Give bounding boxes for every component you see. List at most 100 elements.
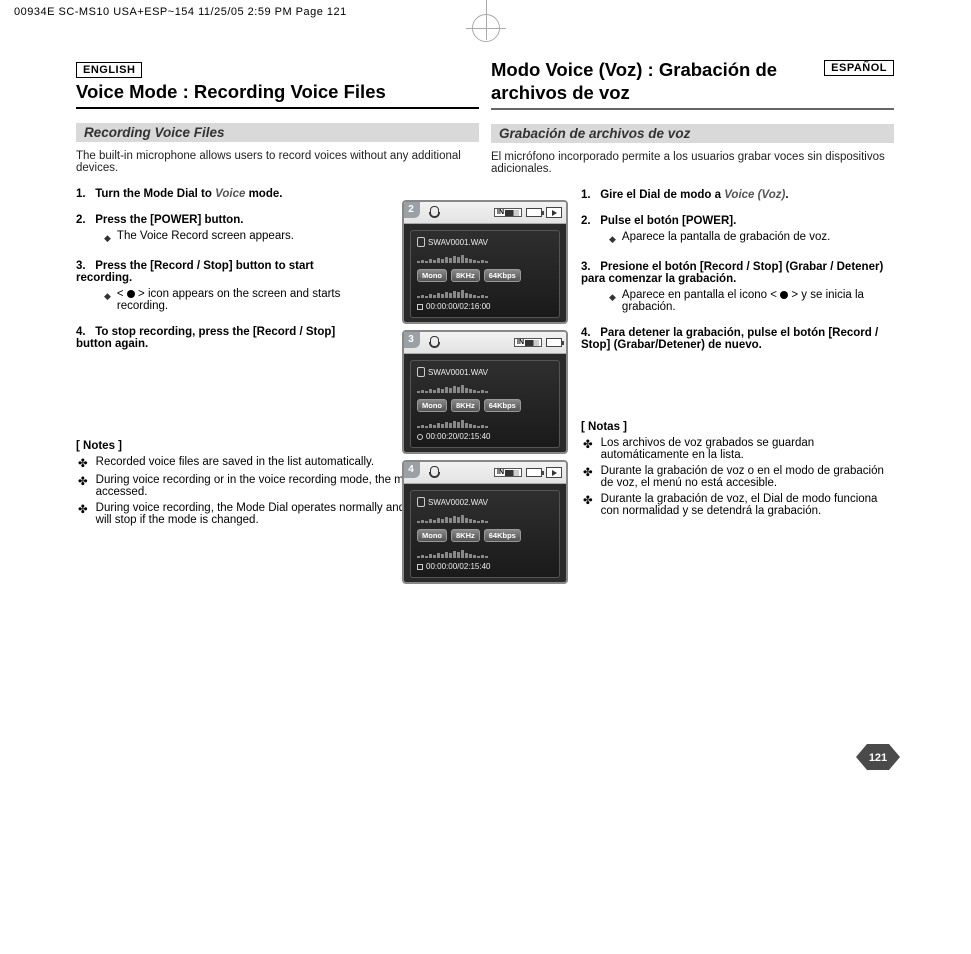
stop-icon — [417, 304, 423, 310]
notes-spanish: ✤ Los archivos de voz grabados se guardan… — [581, 437, 894, 517]
mic-icon — [428, 336, 440, 350]
record-dot-icon — [780, 291, 788, 299]
storage-indicator: IN — [494, 208, 522, 217]
level-bars — [417, 383, 553, 393]
step-num: 1. — [76, 188, 92, 200]
storage-indicator: IN — [494, 468, 522, 477]
step-num: 2. — [76, 214, 92, 226]
time-row: 00:00:20/02:15:40 — [417, 432, 553, 441]
stop-icon — [417, 564, 423, 570]
mic-icon — [428, 466, 440, 480]
play-icon — [546, 207, 562, 218]
step-title: Gire el Dial de modo a Voice (Voz). — [600, 189, 788, 201]
battery-icon — [526, 468, 542, 477]
lang-tag-english: ENGLISH — [76, 62, 142, 78]
battery-icon — [546, 338, 562, 347]
note-text: Los archivos de voz grabados se guardan … — [601, 437, 894, 461]
note-bullet-icon: ✤ — [78, 474, 88, 498]
step-sub-post: > icon appears on the screen and starts … — [117, 288, 340, 312]
level-bars — [417, 548, 553, 558]
level-bars — [417, 513, 553, 523]
device-card: 2 IN SWAV0001.WAV Mono 8KHz 64Kbps 00:00 — [402, 200, 568, 324]
format-pills: Mono 8KHz 64Kbps — [417, 269, 553, 282]
device-body: SWAV0001.WAV Mono 8KHz 64Kbps 00:00:00/0… — [404, 224, 566, 322]
step-text: Gire el Dial de modo a — [600, 189, 724, 201]
title-english: Voice Mode : Recording Voice Files — [76, 80, 479, 103]
note-bullet-icon: ✤ — [78, 456, 88, 470]
step-text: Turn the Mode Dial to — [95, 188, 215, 200]
device-body: SWAV0002.WAV Mono 8KHz 64Kbps 00:00:00/0… — [404, 484, 566, 582]
time-row: 00:00:00/02:15:40 — [417, 562, 553, 571]
level-bars — [417, 418, 553, 428]
record-dot-icon — [127, 290, 135, 298]
pill-kbps: 64Kbps — [484, 399, 521, 412]
page-number-badge: 121 — [856, 744, 900, 770]
filename: SWAV0001.WAV — [417, 237, 553, 247]
file-icon — [417, 237, 425, 247]
diamond-icon: ◆ — [609, 231, 616, 247]
step-title: Para detener la grabación, pulse el botó… — [581, 327, 878, 351]
step-badge: 3 — [402, 330, 420, 348]
pill-mono: Mono — [417, 529, 447, 542]
time-row: 00:00:00/02:16:00 — [417, 302, 553, 311]
device-card: 4 IN SWAV0002.WAV Mono 8KHz 64Kbps 00:00 — [402, 460, 568, 584]
mode-word: Voice — [215, 188, 245, 200]
page-content: ENGLISH Voice Mode : Recording Voice Fil… — [70, 60, 900, 750]
device-screenshots: 2 IN SWAV0001.WAV Mono 8KHz 64Kbps 00:00 — [402, 200, 568, 590]
intro-spanish: El micrófono incorporado permite a los u… — [491, 151, 894, 175]
filename: SWAV0001.WAV — [417, 367, 553, 377]
page-number: 121 — [869, 752, 887, 764]
notes-heading-spanish: [ Notas ] — [581, 421, 894, 433]
step-num: 3. — [581, 261, 597, 273]
step-num: 4. — [581, 327, 597, 339]
step-title: Press the [Record / Stop] button to star… — [76, 260, 314, 284]
device-statusbar: IN — [404, 462, 566, 484]
pill-kbps: 64Kbps — [484, 529, 521, 542]
step-num: 1. — [581, 189, 597, 201]
diamond-icon: ◆ — [104, 230, 111, 246]
mode-word: Voice (Voz) — [724, 189, 785, 201]
step-text: mode. — [245, 188, 282, 200]
section-title-spanish: Grabación de archivos de voz — [491, 124, 894, 143]
diamond-icon: ◆ — [609, 289, 616, 313]
pill-kbps: 64Kbps — [484, 269, 521, 282]
note-bullet-icon: ✤ — [583, 437, 593, 461]
steps-spanish: 1. Gire el Dial de modo a Voice (Voz). 2… — [581, 189, 894, 351]
step-sub-pre: < — [117, 288, 127, 300]
step-num: 3. — [76, 260, 92, 272]
level-bars — [417, 288, 553, 298]
pill-khz: 8KHz — [451, 269, 480, 282]
file-icon — [417, 497, 425, 507]
note-text: Durante la grabación de voz o en el modo… — [601, 465, 894, 489]
step-title: Presione el botón [Record / Stop] (Graba… — [581, 261, 883, 285]
format-pills: Mono 8KHz 64Kbps — [417, 399, 553, 412]
section-title-english: Recording Voice Files — [76, 123, 479, 142]
device-body: SWAV0001.WAV Mono 8KHz 64Kbps 00:00:20/0… — [404, 354, 566, 452]
filename: SWAV0002.WAV — [417, 497, 553, 507]
play-icon — [546, 467, 562, 478]
pill-mono: Mono — [417, 269, 447, 282]
battery-icon — [526, 208, 542, 217]
storage-indicator: IN — [514, 338, 542, 347]
step-badge: 2 — [402, 200, 420, 218]
step-title: To stop recording, press the [Record / S… — [76, 326, 335, 350]
format-pills: Mono 8KHz 64Kbps — [417, 529, 553, 542]
diamond-icon: ◆ — [104, 288, 111, 312]
note-bullet-icon: ✤ — [583, 465, 593, 489]
note-text: Recorded voice files are saved in the li… — [96, 456, 374, 470]
time-text: 00:00:00/02:16:00 — [426, 302, 491, 311]
step-sub: Aparece en pantalla el icono < > y se in… — [622, 289, 894, 313]
steps-english: 1. Turn the Mode Dial to Voice mode. 2. … — [76, 188, 356, 350]
device-statusbar: IN — [404, 202, 566, 224]
time-text: 00:00:20/02:15:40 — [426, 432, 491, 441]
pill-khz: 8KHz — [451, 529, 480, 542]
file-icon — [417, 367, 425, 377]
note-text: Durante la grabación de voz, el Dial de … — [601, 493, 894, 517]
step-text: . — [785, 189, 788, 201]
step-title: Press the [POWER] button. — [95, 214, 243, 226]
step-sub-pre: Aparece en pantalla el icono < — [622, 289, 780, 301]
pill-mono: Mono — [417, 399, 447, 412]
step-num: 2. — [581, 215, 597, 227]
note-bullet-icon: ✤ — [583, 493, 593, 517]
pill-khz: 8KHz — [451, 399, 480, 412]
